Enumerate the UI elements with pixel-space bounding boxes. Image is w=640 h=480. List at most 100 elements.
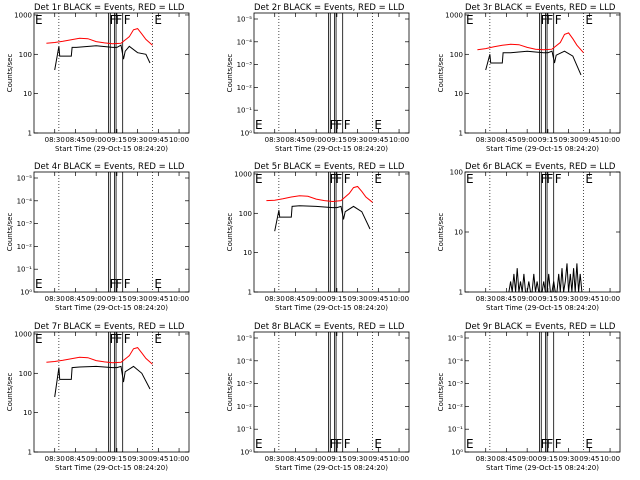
flag-label-e: E [374, 172, 382, 186]
flag-label-f: F [110, 277, 117, 291]
flag-label-e: E [585, 437, 593, 451]
flag-label-f: F [541, 172, 548, 186]
y-tick-label: 10⁻² [237, 403, 253, 411]
y-tick-label: 10⁻⁴ [17, 197, 33, 205]
panel-title: Det 5r BLACK = Events, RED = LLD [254, 162, 405, 172]
flag-label-f: F [344, 118, 351, 132]
flag-label-f: F [344, 172, 351, 186]
x-tick-label: 10:00 [169, 136, 189, 144]
flag-label-f: F [335, 118, 342, 132]
x-tick-label: 09:45 [579, 136, 599, 144]
x-tick-label: 08:30 [476, 295, 496, 303]
flag-label-f: F [555, 13, 562, 27]
y-tick-label: 10⁻³ [237, 380, 253, 388]
plot-frame [33, 12, 190, 134]
flag-label-e: E [585, 13, 593, 27]
x-tick-label: 09:45 [368, 136, 388, 144]
plot-frame [253, 331, 410, 453]
x-tick-label: 09:15 [327, 295, 347, 303]
flag-label-f: F [555, 172, 562, 186]
x-tick-label: 09:30 [348, 136, 368, 144]
y-tick-label: 10⁻² [17, 243, 33, 251]
plot-frame [253, 171, 410, 293]
x-tick-label: 09:00 [86, 295, 106, 303]
y-tick-label: 100 [19, 51, 32, 59]
flag-label-f: F [335, 437, 342, 451]
flag-label-e: E [585, 172, 593, 186]
x-tick-label: 09:45 [148, 455, 168, 463]
x-tick-label: 08:45 [496, 136, 516, 144]
x-axis-label: Start Time (29-Oct-15 08:24:20) [55, 464, 168, 472]
flag-label-e: E [374, 118, 382, 132]
x-tick-label: 08:30 [265, 136, 285, 144]
y-tick-label: 100 [239, 210, 252, 218]
y-axis-label: Counts/sec [226, 213, 234, 252]
x-tick-label: 10:00 [600, 136, 620, 144]
x-tick-label: 09:45 [368, 455, 388, 463]
x-tick-label: 09:45 [148, 136, 168, 144]
x-axis-label: Start Time (29-Oct-15 08:24:20) [55, 145, 168, 153]
panel-det-8: Det 8r BLACK = Events, RED = LLD 10⁰ 10⁻¹ 1… [226, 322, 410, 472]
x-tick-label: 09:15 [107, 136, 127, 144]
series-lld-red [46, 28, 153, 46]
y-axis-label: Counts/sec [437, 213, 445, 252]
panel-det-2: Det 2r BLACK = Events, RED = LLD 10⁰ 10⁻¹ 1… [226, 3, 410, 153]
panel-title: Det 8r BLACK = Events, RED = LLD [254, 322, 405, 332]
x-tick-label: 10:00 [389, 455, 409, 463]
x-tick-label: 10:00 [169, 455, 189, 463]
plot-frame [33, 171, 190, 293]
y-tick-label: 10 [23, 409, 32, 417]
y-axis-label: Counts/sec [226, 54, 234, 93]
flag-label-f: F [124, 277, 131, 291]
x-tick-label: 08:30 [265, 295, 285, 303]
flag-label-f: F [124, 332, 131, 346]
x-tick-label: 09:15 [327, 455, 347, 463]
x-tick-label: 09:15 [538, 295, 558, 303]
y-tick-label: 10⁻³ [17, 220, 33, 228]
x-tick-label: 08:45 [496, 455, 516, 463]
y-tick-label: 10⁻¹ [237, 107, 253, 115]
x-tick-label: 09:30 [128, 136, 148, 144]
y-tick-label: 10⁰ [451, 449, 463, 457]
panel-title: Det 2r BLACK = Events, RED = LLD [254, 3, 405, 13]
x-tick-label: 10:00 [389, 136, 409, 144]
y-tick-label: 1 [28, 130, 32, 138]
x-tick-label: 09:00 [86, 136, 106, 144]
plot-frame [33, 331, 190, 453]
flag-label-e: E [154, 332, 162, 346]
flag-label-f: F [115, 332, 122, 346]
plot-frame [464, 12, 621, 134]
y-tick-label: 10 [454, 229, 463, 237]
x-tick-label: 10:00 [389, 295, 409, 303]
x-tick-label: 09:45 [579, 295, 599, 303]
x-tick-label: 09:30 [128, 295, 148, 303]
y-tick-label: 10⁰ [20, 289, 32, 297]
plot-frame [464, 331, 621, 453]
y-axis-label: Counts/sec [6, 213, 14, 252]
panel-det-1: Det 1r BLACK = Events, RED = LLD 1 10 100 10… [6, 3, 190, 153]
series-events-black [54, 365, 151, 398]
flag-label-f: F [330, 437, 337, 451]
x-tick-label: 08:45 [65, 136, 85, 144]
flag-label-e: E [154, 277, 162, 291]
flag-label-f: F [344, 437, 351, 451]
x-tick-label: 08:30 [265, 455, 285, 463]
y-tick-label: 10⁰ [240, 449, 252, 457]
series-lld-red [477, 32, 584, 54]
x-tick-label: 08:45 [65, 455, 85, 463]
x-tick-label: 09:15 [107, 455, 127, 463]
x-tick-label: 09:30 [559, 136, 579, 144]
x-tick-label: 09:00 [306, 295, 326, 303]
plot-frame [253, 12, 410, 134]
panel-title: Det 3r BLACK = Events, RED = LLD [465, 3, 616, 13]
y-axis-label: Counts/sec [226, 373, 234, 412]
series-events-black [485, 50, 582, 76]
y-tick-label: 10⁻⁵ [448, 335, 464, 343]
flag-label-f: F [330, 118, 337, 132]
x-axis-label: Start Time (29-Oct-15 08:24:20) [275, 464, 388, 472]
flag-label-f: F [335, 172, 342, 186]
y-tick-label: 10⁰ [240, 130, 252, 138]
x-tick-label: 09:00 [517, 295, 537, 303]
x-tick-label: 08:45 [285, 136, 305, 144]
